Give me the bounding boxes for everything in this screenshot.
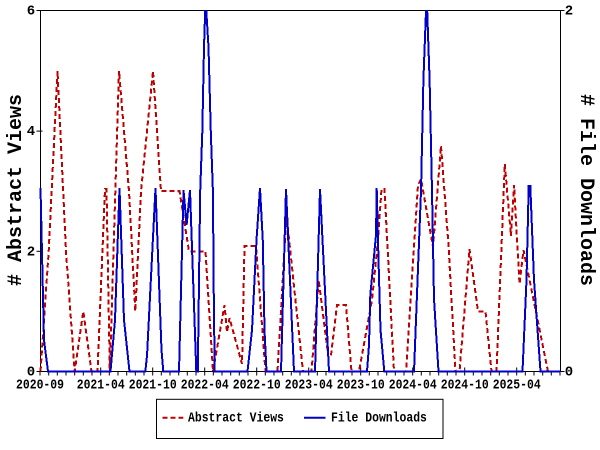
svg-text:2025-04: 2025-04 xyxy=(493,376,541,392)
svg-text:6: 6 xyxy=(27,4,35,20)
svg-text:4: 4 xyxy=(27,124,35,140)
svg-text:2020-09: 2020-09 xyxy=(16,376,64,392)
svg-text:2023-10: 2023-10 xyxy=(337,376,385,392)
svg-text:# Abstract Views: # Abstract Views xyxy=(5,94,28,286)
svg-text:2021-10: 2021-10 xyxy=(129,376,177,392)
svg-text:2: 2 xyxy=(27,244,35,260)
svg-text:2024-04: 2024-04 xyxy=(389,376,437,392)
svg-text:0: 0 xyxy=(27,365,35,381)
svg-text:Abstract Views: Abstract Views xyxy=(188,409,284,425)
svg-text:# File Downloads: # File Downloads xyxy=(574,94,597,286)
svg-text:0: 0 xyxy=(565,365,573,381)
svg-text:2023-04: 2023-04 xyxy=(285,376,333,392)
svg-text:2024-10: 2024-10 xyxy=(441,376,489,392)
svg-text:2: 2 xyxy=(565,4,573,20)
svg-text:File Downloads: File Downloads xyxy=(331,409,427,425)
svg-text:2022-10: 2022-10 xyxy=(233,376,281,392)
svg-text:2021-04: 2021-04 xyxy=(77,376,125,392)
svg-text:2022-04: 2022-04 xyxy=(181,376,229,392)
